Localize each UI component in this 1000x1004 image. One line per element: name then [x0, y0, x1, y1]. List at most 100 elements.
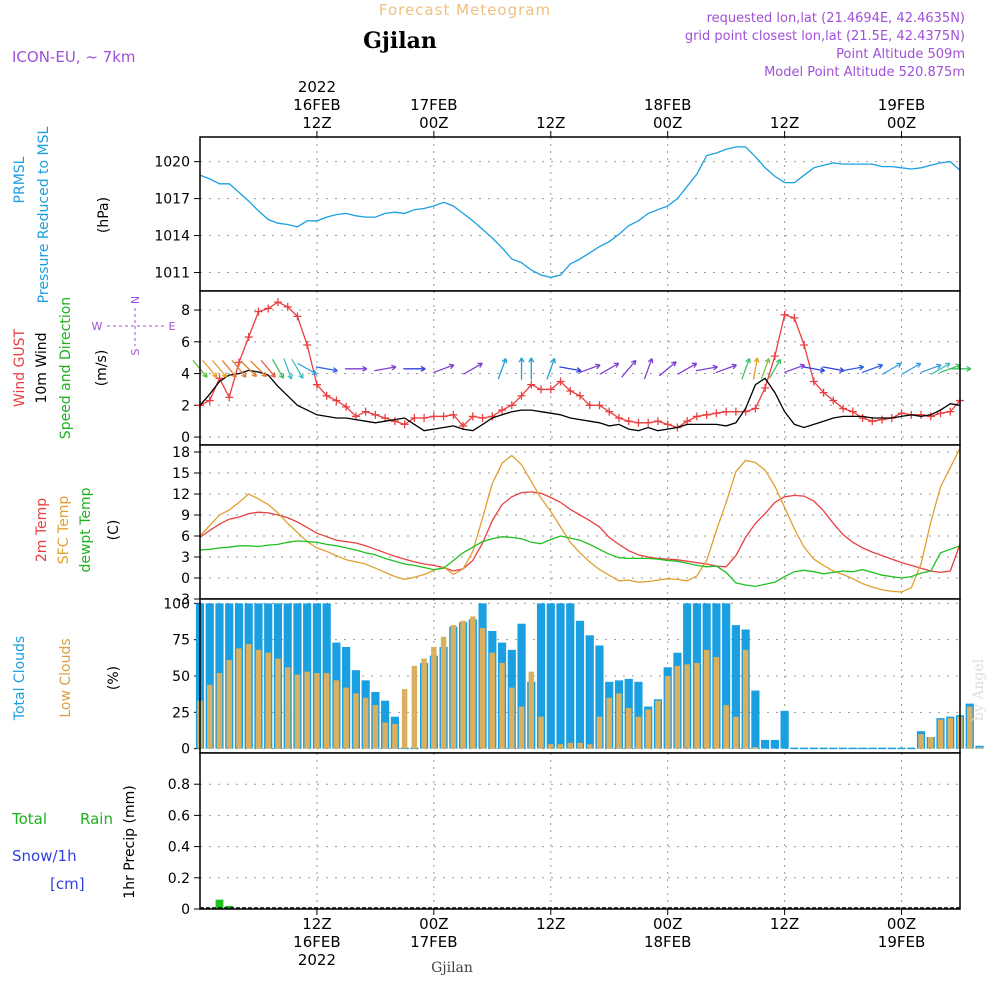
gust-point: [410, 414, 419, 423]
low-cloud-bar: [392, 723, 398, 749]
gust-point: [556, 377, 565, 386]
precip-panel-labels: Total Rain Snow/1h [cm] 1hr Precip (mm): [11, 785, 138, 898]
gust-point: [264, 304, 273, 313]
pressure-series-line: [199, 146, 961, 279]
low-cloud-bar: [499, 662, 505, 749]
gust-point: [780, 310, 789, 319]
compass-s: S: [129, 348, 142, 355]
top-time-label: 19FEB: [878, 96, 925, 114]
low-cloud-bar: [635, 716, 642, 749]
wind-direction-arrow: [715, 363, 737, 374]
low-cloud-bar: [606, 697, 612, 749]
gust-point: [527, 380, 536, 389]
wind-direction-arrow: [741, 357, 751, 380]
low-cloud-bar: [275, 658, 281, 749]
gust-point: [731, 407, 740, 416]
wind-direction-arrow: [462, 362, 483, 375]
gust-point: [293, 312, 302, 321]
temperature-ytick-label: 3: [181, 550, 190, 566]
low-cloud-bar: [518, 706, 525, 749]
bottom-time-label: 2022: [298, 951, 336, 969]
clouds-ytick-label: 0: [181, 742, 190, 758]
wind-label: 10m Wind: [34, 332, 50, 403]
low-cloud-bar: [645, 709, 651, 749]
temperature-ytick-label: 9: [181, 508, 190, 524]
cm-label: [cm]: [50, 875, 85, 893]
gust-point: [390, 417, 399, 426]
low-cloud-bar: [587, 744, 593, 749]
low-cloud-bar: [557, 744, 564, 749]
gust-point: [361, 407, 370, 416]
low-cloud-bar: [742, 649, 749, 749]
top-time-label: 00Z: [887, 114, 916, 132]
gust-point: [507, 401, 516, 410]
gust-point: [605, 407, 614, 416]
precipitation-ytick-label: 0: [181, 902, 190, 918]
gust-point: [488, 412, 497, 421]
pressure-ytick-label: 1020: [154, 155, 190, 171]
top-time-label: 12Z: [770, 114, 799, 132]
cloud-panel-labels: Total Clouds Low Clouds (%): [12, 636, 122, 721]
gust-point: [595, 401, 604, 410]
total-cloud-bar: [634, 681, 643, 749]
temperature-ytick-label: 6: [181, 529, 190, 545]
gust-point: [303, 340, 312, 349]
total-cloud-bar: [858, 747, 867, 750]
wind-ytick-label: 2: [181, 398, 190, 414]
gust-point: [878, 415, 887, 424]
precipitation-ytick-label: 0.8: [168, 777, 190, 793]
total-cloud-bar: [877, 747, 887, 750]
gust-point: [449, 410, 458, 419]
wind-direction-arrow: [930, 362, 951, 375]
rain-bar: [215, 899, 224, 909]
temperature-plot-area: [200, 445, 960, 599]
clouds-ytick-label: 75: [172, 633, 190, 649]
top-time-label: 16FEB: [293, 96, 340, 114]
pressure-label-2: Pressure Reduced to MSL: [36, 126, 52, 303]
total-cloud-bar: [556, 603, 565, 749]
low-cloud-bar: [226, 660, 232, 749]
gust-point: [614, 414, 623, 423]
gust-point: [439, 412, 448, 421]
bottom-time-label: 00Z: [887, 915, 916, 933]
wind-ytick-label: 4: [181, 367, 190, 383]
low-cloud-bar: [567, 742, 573, 749]
low-cloud-bar: [314, 673, 320, 749]
gust-point: [712, 409, 721, 418]
wind-direction-arrow: [760, 357, 771, 380]
total-cloud-bar: [595, 645, 604, 749]
wind-direction-arrow: [250, 360, 267, 378]
wind-direction-arrow: [315, 366, 338, 373]
gust-point: [946, 407, 955, 416]
temperature-ytick-label: 15: [172, 466, 190, 482]
wind-direction-arrow: [283, 358, 293, 380]
temperature-series-line: [199, 535, 961, 588]
wind-panel-labels: Wind GUST 10m Wind Speed and Direction (…: [12, 296, 176, 439]
low-cloud-bar: [255, 649, 262, 749]
rain-bar: [225, 905, 234, 909]
low-cloud-bar: [304, 671, 310, 749]
pressure-panel-labels: PRMSL Pressure Reduced to MSL (hPa): [12, 126, 112, 303]
temperature-series-line: [199, 491, 961, 574]
wind-direction-arrow: [260, 359, 276, 378]
gust-point: [819, 388, 828, 397]
bottom-time-label: 17FEB: [410, 933, 457, 951]
total-cloud-bar: [751, 690, 760, 749]
compass-w: W: [92, 320, 103, 333]
gust-point: [761, 383, 770, 392]
precipitation-panel: 0 0.2 0.4 0.6 0.8: [168, 752, 961, 918]
wind-direction-arrow: [528, 357, 535, 380]
top-time-label: 18FEB: [644, 96, 691, 114]
pressure-ytick-label: 1011: [154, 266, 190, 282]
compass-n: N: [129, 296, 142, 304]
top-time-label: 12Z: [302, 114, 331, 132]
precipitation-ytick-label: 0.6: [168, 808, 190, 824]
gust-point: [751, 404, 760, 413]
wind-direction-arrow: [920, 363, 942, 374]
total-cloud-bar: [575, 620, 585, 749]
low-cloud-bar: [353, 693, 359, 749]
low-cloud-bar: [713, 657, 720, 749]
wind-direction-arrow: [240, 360, 258, 378]
clouds-ytick-label: 25: [172, 705, 190, 721]
gust-point: [692, 412, 701, 421]
